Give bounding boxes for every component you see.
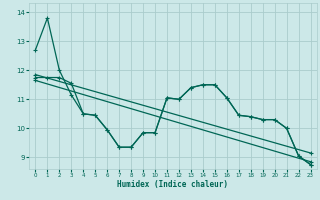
X-axis label: Humidex (Indice chaleur): Humidex (Indice chaleur) bbox=[117, 180, 228, 189]
